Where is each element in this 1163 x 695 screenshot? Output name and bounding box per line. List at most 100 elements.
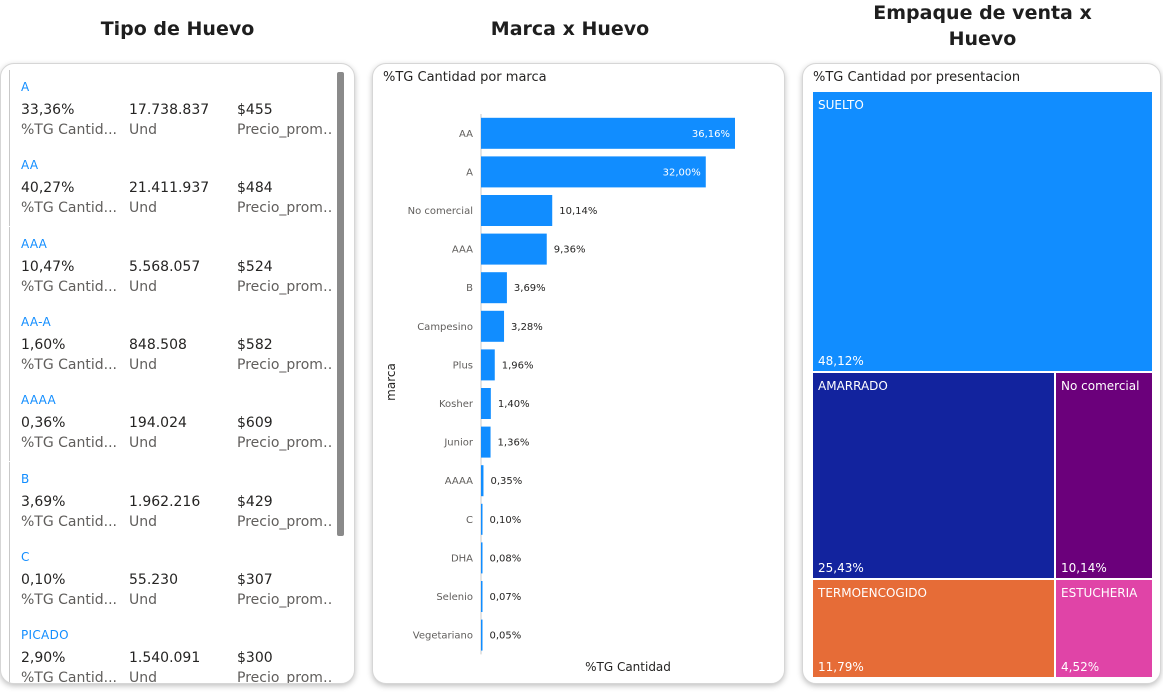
- data-label: 1,36%: [498, 438, 530, 449]
- tile-value: 48,12%: [818, 354, 864, 368]
- tile-value: 11,79%: [818, 660, 864, 674]
- treemap-tile[interactable]: TERMOENCOGIDO 11,79%: [812, 579, 1055, 678]
- treemap-tile[interactable]: ESTUCHERIA 4,52%: [1055, 579, 1153, 678]
- item-precio-value: $582: [237, 336, 273, 353]
- item-und-value: 194.024: [129, 415, 187, 432]
- item-precio-value: $524: [237, 258, 273, 275]
- data-label: 1,40%: [498, 399, 530, 410]
- bar[interactable]: [481, 388, 491, 419]
- bar[interactable]: [481, 156, 706, 188]
- category-tick-label: Campesino: [417, 322, 473, 333]
- item-precio-label: Precio_prome...: [237, 435, 331, 452]
- item-pct-label: %TG Cantid...: [21, 200, 117, 217]
- item-name: AA-A: [21, 314, 51, 329]
- item-pct-value: 2,90%: [21, 650, 66, 667]
- item-pct-value: 40,27%: [21, 180, 75, 197]
- bar[interactable]: [481, 503, 483, 535]
- item-pct-label: %TG Cantid...: [21, 356, 117, 373]
- category-tick-label: No comercial: [408, 206, 473, 217]
- bar[interactable]: [481, 581, 483, 612]
- item-und-value: 1.540.091: [129, 650, 201, 667]
- treemap-tile[interactable]: AMARRADO 25,43%: [812, 372, 1055, 579]
- tipo-huevo-list[interactable]: A 33,36% 17.738.837 $455 %TG Cantid... Und Pre…: [1, 64, 331, 683]
- item-und-value: 1.962.216: [129, 493, 201, 510]
- bar[interactable]: [481, 426, 491, 458]
- list-item[interactable]: C 0,10% 55.230 $307 %TG Cantid... Und Precio_p…: [9, 539, 331, 618]
- list-item[interactable]: PICADO 2,90% 1.540.091 $300 %TG Cantid... Und…: [9, 618, 331, 683]
- item-name: AAA: [21, 236, 48, 251]
- category-tick-label: DHA: [451, 553, 473, 564]
- item-pct-label: %TG Cantid...: [21, 122, 117, 138]
- bar[interactable]: [481, 117, 735, 149]
- treemap-title: %TG Cantidad por presentacion: [813, 70, 1021, 85]
- item-name: C: [21, 549, 30, 564]
- item-pct-label: %TG Cantid...: [21, 513, 117, 530]
- item-pct-value: 33,36%: [21, 102, 75, 118]
- bar[interactable]: [481, 272, 507, 304]
- data-label: 36,16%: [692, 129, 730, 140]
- bar[interactable]: [481, 310, 505, 342]
- item-precio-value: $484: [237, 180, 273, 197]
- treemap-tile[interactable]: SUELTO 48,12%: [812, 91, 1153, 372]
- item-precio-label: Precio_prome...: [237, 278, 331, 295]
- bar[interactable]: [481, 233, 547, 265]
- list-item[interactable]: AAA 10,47% 5.568.057 $524 %TG Cantid... Und Pr…: [9, 226, 331, 305]
- item-und-value: 17.738.837: [129, 102, 210, 118]
- bar[interactable]: [481, 542, 483, 574]
- item-und-label: Und: [129, 513, 158, 530]
- item-pct-label: %TG Cantid...: [21, 591, 117, 608]
- bar-chart: AA 36,16% A 32,00% No comercial 10,14% AAA 9,36…: [384, 114, 735, 674]
- tipo-huevo-title: Tipo de Huevo: [100, 18, 255, 40]
- tile-name: SUELTO: [818, 98, 864, 112]
- marca-chart-card: %TG Cantidad por marca AA 36,16% A 32,00% No…: [372, 63, 785, 684]
- item-name: AA: [21, 158, 39, 173]
- item-und-label: Und: [129, 435, 158, 452]
- category-tick-label: AAA: [452, 245, 473, 256]
- item-pct-value: 3,69%: [21, 493, 66, 510]
- item-name: B: [21, 471, 30, 486]
- item-und-value: 5.568.057: [129, 258, 201, 275]
- item-precio-label: Precio_prome...: [237, 356, 331, 373]
- list-item[interactable]: AAAA 0,36% 194.024 $609 %TG Cantid... Und Prec…: [9, 383, 331, 462]
- item-name: PICADO: [21, 628, 69, 643]
- list-item[interactable]: AA-A 1,60% 848.508 $582 %TG Cantid... Und Prec…: [9, 304, 331, 383]
- data-label: 9,36%: [554, 245, 586, 256]
- treemap-tile[interactable]: No comercial 10,14%: [1055, 372, 1153, 579]
- category-tick-label: Junior: [443, 438, 474, 449]
- item-precio-value: $609: [237, 415, 273, 432]
- item-und-label: Und: [129, 278, 158, 295]
- tile-name: ESTUCHERIA: [1061, 586, 1138, 600]
- tile-value: 25,43%: [818, 561, 864, 575]
- x-axis-title: %TG Cantidad: [585, 660, 671, 674]
- category-tick-label: Selenio: [436, 592, 473, 603]
- bar-chart-title: %TG Cantidad por marca: [383, 70, 547, 85]
- item-und-value: 21.411.937: [129, 180, 210, 197]
- bar[interactable]: [481, 465, 484, 497]
- treemap: SUELTO 48,12% AMARRADO 25,43% No comercial 10…: [812, 91, 1153, 678]
- tile-name: No comercial: [1061, 379, 1140, 393]
- item-precio-value: $300: [237, 650, 273, 667]
- data-label: 0,35%: [490, 476, 522, 487]
- tile-value: 4,52%: [1061, 660, 1100, 674]
- item-pct-value: 1,60%: [21, 336, 66, 353]
- item-und-label: Und: [129, 122, 158, 138]
- bar[interactable]: [481, 619, 483, 651]
- item-precio-value: $455: [237, 102, 273, 118]
- bar[interactable]: [481, 195, 553, 226]
- item-precio-label: Precio_prome...: [237, 122, 331, 138]
- list-item[interactable]: A 33,36% 17.738.837 $455 %TG Cantid... Und Pre…: [9, 70, 331, 148]
- list-scrollbar[interactable]: [337, 72, 344, 536]
- list-item[interactable]: AA 40,27% 21.411.937 $484 %TG Cantid... Und Pr…: [9, 148, 331, 227]
- item-pct-value: 10,47%: [21, 258, 75, 275]
- item-pct-value: 0,36%: [21, 415, 66, 432]
- item-precio-label: Precio_prome...: [237, 200, 331, 217]
- item-precio-value: $429: [237, 493, 273, 510]
- item-precio-value: $307: [237, 571, 273, 588]
- bar[interactable]: [481, 349, 495, 381]
- empaque-treemap-card: %TG Cantidad por presentacion SUELTO 48,1…: [802, 63, 1161, 684]
- marca-huevo-title: Marca x Huevo: [490, 18, 650, 40]
- item-und-label: Und: [129, 670, 158, 683]
- item-pct-label: %TG Cantid...: [21, 670, 117, 683]
- category-tick-label: AAAA: [445, 476, 473, 487]
- list-item[interactable]: B 3,69% 1.962.216 $429 %TG Cantid... Und Preci…: [9, 461, 331, 540]
